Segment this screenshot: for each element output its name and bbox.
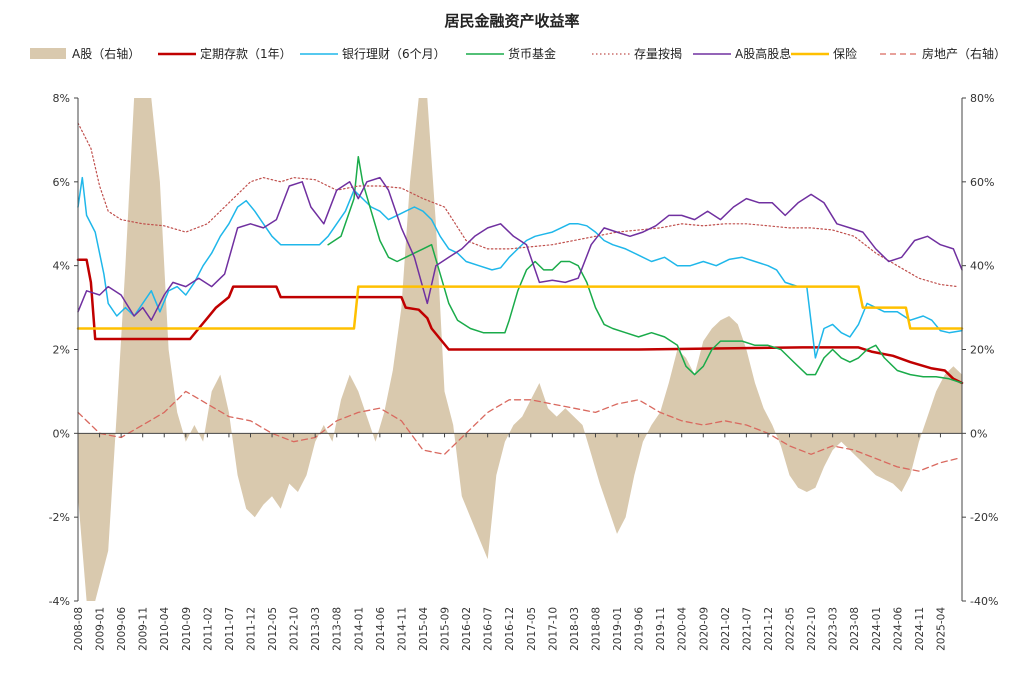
plot-area: [76, 98, 964, 601]
legend-item-a-share-high-dividend: A股高股息: [693, 46, 791, 61]
legend-item-bank-wealth-6m: 银行理财（6个月）: [300, 47, 446, 61]
series-real-estate-line: [77, 390, 959, 472]
x-tick-label: 2011-02: [202, 607, 214, 651]
right-tick-label: 0%: [970, 427, 987, 440]
x-tick-label: 2018-03: [569, 607, 581, 651]
x-tick-label: 2021-02: [720, 607, 732, 651]
x-tick-label: 2017-10: [547, 607, 559, 651]
x-tick-label: 2010-09: [181, 607, 193, 651]
x-tick-label: 2023-03: [828, 607, 840, 651]
left-tick-label: 0%: [53, 427, 70, 440]
x-tick-label: 2022-10: [806, 607, 818, 651]
x-tick-label: 2011-07: [224, 607, 236, 651]
series-deposit-1y-line: [76, 258, 964, 385]
x-tick-label: 2019-06: [634, 607, 646, 651]
legend-label: A股高股息: [735, 46, 791, 61]
x-tick-label: 2018-08: [591, 607, 603, 651]
chart-title: 居民金融资产收益率: [444, 12, 579, 30]
legend-swatch: [30, 48, 66, 59]
x-tick-label: 2015-09: [440, 607, 452, 651]
series-bank-wealth-6m-line: [77, 176, 963, 359]
x-tick-label: 2009-01: [95, 607, 107, 651]
x-tick-label: 2011-12: [246, 607, 258, 651]
legend-label: 定期存款（1年）: [200, 46, 292, 61]
series-insurance-line: [76, 285, 964, 330]
right-tick-label: 40%: [970, 260, 994, 273]
x-tick-label: 2022-05: [785, 607, 797, 651]
x-tick-label: 2009-06: [116, 607, 128, 651]
x-tick-label: 2008-08: [73, 607, 85, 651]
x-tick-label: 2020-04: [677, 607, 689, 651]
right-tick-label: 20%: [970, 344, 994, 357]
left-tick-label: -2%: [49, 511, 70, 524]
x-tick-label: 2012-10: [289, 607, 301, 651]
x-tick-label: 2016-07: [483, 607, 495, 651]
legend-label: 银行理财（6个月）: [342, 47, 446, 61]
x-tick-label: 2014-11: [396, 607, 408, 651]
legend-label: 货币基金: [508, 46, 556, 61]
legend-item-real-estate: 房地产（右轴）: [880, 46, 1006, 61]
x-tick-label: 2016-02: [461, 607, 473, 651]
x-tick-label: 2019-11: [655, 607, 667, 651]
legend-item-money-fund: 货币基金: [466, 46, 556, 61]
x-tick-label: 2014-06: [375, 607, 387, 651]
series-a-share-high-dividend-line: [77, 176, 963, 321]
x-tick-label: 2012-05: [267, 607, 279, 651]
chart-axes: -4% -2% 0% 2% 4% 6% 8% -40% -20% 0% 20% 40% 60% 80% 20…: [49, 92, 999, 651]
x-tick-label: 2017-05: [526, 607, 538, 651]
x-tick-label: 2020-09: [698, 607, 710, 651]
legend-label: 保险: [833, 46, 857, 61]
x-tick-label: 2024-06: [892, 607, 904, 651]
legend-item-insurance: 保险: [791, 46, 857, 61]
left-tick-label: 6%: [53, 176, 70, 189]
series-a-share-area-area: [78, 98, 962, 601]
right-tick-label: -40%: [970, 595, 998, 608]
left-tick-label: 2%: [53, 344, 70, 357]
x-tick-label: 2015-04: [418, 607, 430, 651]
x-tick-label: 2016-12: [504, 607, 516, 651]
x-tick-label: 2023-08: [849, 607, 861, 651]
x-tick-label: 2010-04: [159, 607, 171, 651]
left-tick-label: 8%: [53, 92, 70, 105]
legend-label: 存量按揭: [634, 46, 682, 61]
legend-label: 房地产（右轴）: [922, 46, 1006, 61]
x-tick-label: 2024-11: [914, 607, 926, 651]
x-tick-label: 2021-12: [763, 607, 775, 651]
series-mortgage-line: [77, 122, 959, 288]
left-tick-label: 4%: [53, 260, 70, 273]
x-tick-label: 2025-04: [935, 607, 947, 651]
legend-item-a-share-area: A股（右轴）: [30, 46, 140, 61]
left-tick-label: -4%: [49, 595, 70, 608]
right-tick-label: 60%: [970, 176, 994, 189]
x-tick-label: 2014-01: [353, 607, 365, 651]
chart-legend: A股（右轴） 定期存款（1年） 银行理财（6个月） 货币基金 存量按揭 A股高股息 保险 房地…: [30, 46, 1006, 61]
series-money-fund-line: [327, 155, 963, 384]
x-tick-label: 2019-01: [612, 607, 624, 651]
legend-item-mortgage: 存量按揭: [592, 46, 682, 61]
right-tick-label: 80%: [970, 92, 994, 105]
x-tick-label: 2013-08: [332, 607, 344, 651]
legend-label: A股（右轴）: [72, 46, 140, 61]
x-tick-label: 2021-07: [741, 607, 753, 651]
x-tick-label: 2024-01: [871, 607, 883, 651]
x-tick-label: 2009-11: [138, 607, 150, 651]
legend-item-deposit-1y: 定期存款（1年）: [158, 46, 292, 61]
x-tick-label: 2013-03: [310, 607, 322, 651]
right-tick-label: -20%: [970, 511, 998, 524]
